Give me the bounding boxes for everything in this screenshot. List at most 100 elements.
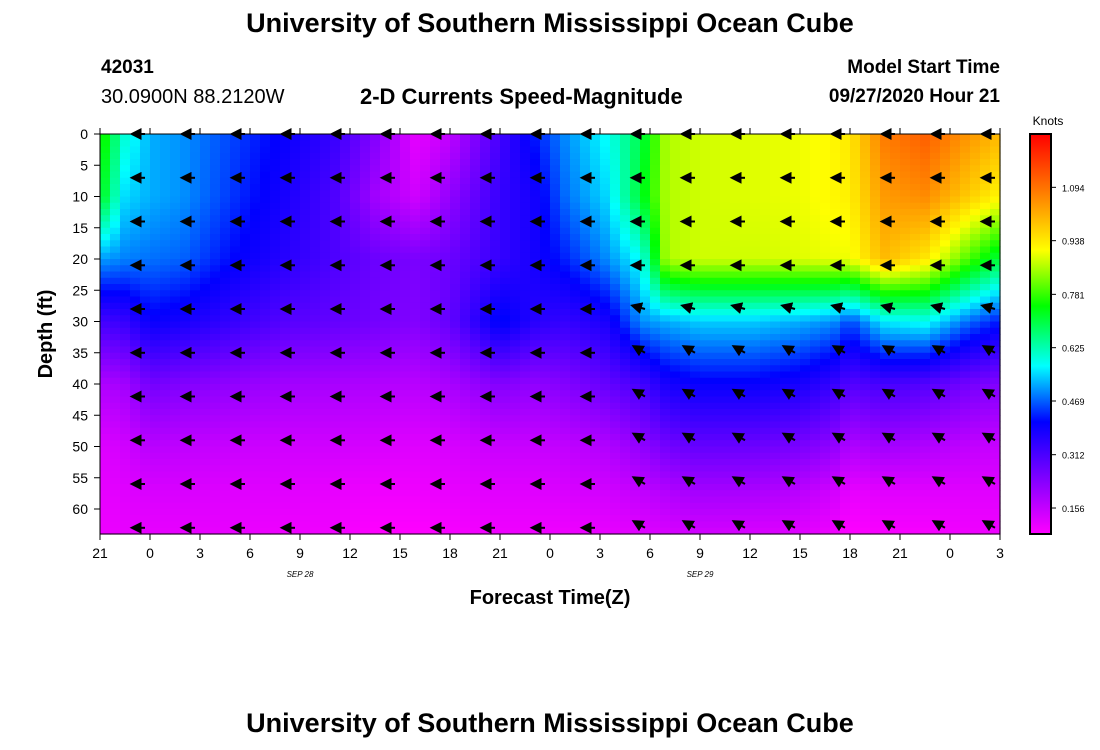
heatmap-cell [420,334,431,341]
heatmap-cell [580,334,591,341]
heatmap-cell [440,196,451,204]
heatmap-cell [700,302,711,310]
heatmap-cell [270,265,281,273]
heatmap-cell [800,402,811,410]
heatmap-cell [760,465,771,473]
heatmap-cell [780,496,791,504]
heatmap-cell [150,415,161,423]
heatmap-cell [630,277,641,285]
heatmap-cell [620,490,631,498]
heatmap-cell [220,290,231,298]
heatmap-cell [260,227,271,235]
heatmap-cell [400,277,411,285]
heatmap-cell [620,284,631,291]
heatmap-cell [710,402,721,410]
heatmap-cell [530,246,541,254]
heatmap-cell [310,452,321,460]
heatmap-cell [640,171,651,179]
heatmap-cell [770,327,781,335]
heatmap-cell [260,252,271,260]
heatmap-cell [800,265,811,273]
heatmap-cell [390,171,401,179]
heatmap-cell [730,402,741,410]
heatmap-cell [280,134,291,141]
heatmap-cell [310,196,321,204]
heatmap-cell [190,227,201,235]
heatmap-cell [840,252,851,260]
heatmap-cell [610,384,621,391]
heatmap-cell [120,377,131,385]
heatmap-cell [630,502,641,510]
heatmap-cell [460,502,471,510]
heatmap-cell [830,502,841,510]
heatmap-cell [370,321,381,329]
heatmap-cell [860,371,871,379]
heatmap-cell [570,390,581,398]
heatmap-cell [860,359,871,366]
heatmap-cell [290,202,301,210]
heatmap-cell [370,196,381,204]
heatmap-cell [870,377,881,385]
heatmap-cell [490,277,501,285]
heatmap-cell [330,202,341,210]
heatmap-cell [860,471,871,479]
heatmap-cell [670,177,681,185]
heatmap-cell [730,377,741,385]
heatmap-cell [850,527,861,535]
heatmap-cell [570,277,581,285]
heatmap-cell [300,440,311,448]
heatmap-cell [560,390,571,398]
heatmap-cell [160,390,171,398]
heatmap-cell [710,296,721,304]
heatmap-cell [720,402,731,410]
heatmap-cell [410,302,421,310]
heatmap-cell [330,509,341,516]
heatmap-cell [220,296,231,304]
heatmap-cell [870,259,881,266]
heatmap-cell [770,271,781,279]
heatmap-cell [800,152,811,160]
heatmap-cell [630,246,641,254]
heatmap-cell [540,377,551,385]
heatmap-cell [490,346,501,354]
heatmap-cell [860,246,871,254]
heatmap-cell [540,134,551,141]
heatmap-cell [330,309,341,316]
heatmap-cell [560,184,571,191]
heatmap-cell [530,421,541,429]
heatmap-cell [170,446,181,454]
heatmap-cell [570,284,581,291]
heatmap-cell [550,515,561,523]
heatmap-cell [230,134,241,141]
heatmap-cell [170,252,181,260]
heatmap-cell [850,215,861,223]
heatmap-cell [320,527,331,535]
heatmap-cell [630,159,641,166]
heatmap-cell [690,159,701,166]
heatmap-cell [440,459,451,466]
heatmap-cell [180,484,191,491]
heatmap-cell [490,327,501,335]
heatmap-cell [480,196,491,204]
heatmap-cell [770,321,781,329]
heatmap-cell [690,152,701,160]
heatmap-cell [710,371,721,379]
heatmap-cell [850,440,861,448]
heatmap-cell [350,515,361,523]
heatmap-cell [640,265,651,273]
heatmap-cell [760,415,771,423]
heatmap-cell [490,521,501,529]
heatmap-cell [700,146,711,154]
heatmap-cell [520,390,531,398]
heatmap-cell [610,446,621,454]
heatmap-cell [180,152,191,160]
heatmap-cell [530,496,541,504]
heatmap-cell [800,502,811,510]
heatmap-cell [100,365,111,373]
heatmap-cell [480,515,491,523]
heatmap-cell [680,515,691,523]
heatmap-cell [760,340,771,348]
heatmap-cell [230,365,241,373]
heatmap-cell [640,290,651,298]
heatmap-cell [720,496,731,504]
